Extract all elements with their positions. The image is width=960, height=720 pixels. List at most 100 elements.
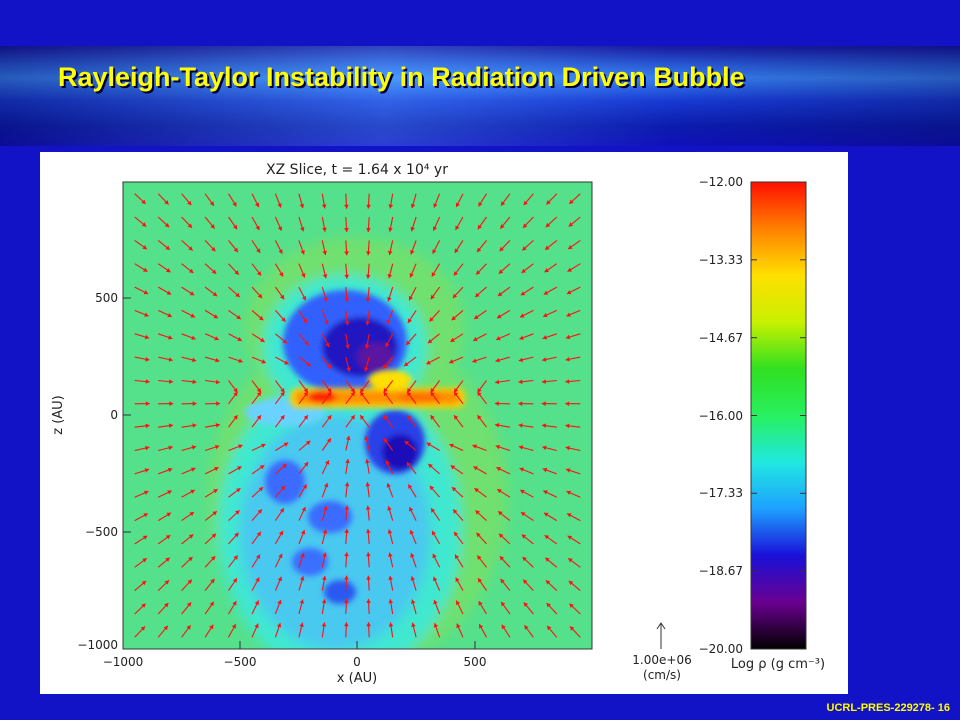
- velocity-arrow-head: [426, 442, 432, 447]
- velocity-arrow-head: [546, 603, 551, 608]
- slide-title: Rayleigh-Taylor Instability in Radiation…: [58, 62, 745, 92]
- colorbar-tick-label: −12.00: [699, 175, 743, 189]
- velocity-arrow-head: [256, 248, 261, 253]
- velocity-arrow-head: [407, 388, 412, 393]
- colorbar-tick-label: −16.00: [699, 409, 743, 423]
- density-field: [123, 182, 592, 649]
- velocity-arrow-head: [192, 379, 197, 385]
- velocity-arrow-head: [236, 315, 241, 320]
- velocity-arrow-head: [233, 247, 238, 253]
- velocity-arrow-head: [565, 379, 570, 384]
- velocity-arrow-head: [187, 200, 192, 206]
- velocity-arrow-head: [283, 442, 289, 447]
- velocity-arrow-head: [455, 225, 460, 230]
- velocity-arrow-head: [366, 599, 371, 603]
- velocity-arrow-head: [145, 401, 150, 406]
- velocity-arrow-head: [543, 490, 548, 495]
- velocity-arrow-head: [145, 445, 150, 451]
- velocity-arrow-head: [344, 575, 349, 580]
- velocity-arrow-head: [454, 388, 459, 393]
- arrow-scale-value: 1.00e+06: [632, 653, 691, 667]
- velocity-arrow-head: [431, 272, 436, 277]
- velocity-arrow-head: [237, 336, 242, 341]
- velocity-arrow-head: [141, 199, 146, 204]
- colorbar-tick-label: −20.00: [699, 642, 743, 656]
- velocity-arrow-head: [498, 269, 504, 274]
- x-tick-label: −500: [224, 655, 257, 669]
- velocity-arrow-head: [143, 267, 148, 272]
- colorbar: [751, 182, 806, 649]
- velocity-arrow-head: [169, 379, 174, 384]
- velocity-arrow-head: [383, 364, 388, 369]
- velocity-arrow-head: [544, 268, 549, 273]
- velocity-arrow-head: [518, 445, 524, 450]
- velocity-arrow-head: [324, 320, 329, 325]
- chart-title: XZ Slice, t = 1.64 x 10⁴ yr: [266, 162, 448, 178]
- velocity-arrow-head: [210, 224, 215, 229]
- velocity-arrow-head: [278, 530, 283, 536]
- velocity-arrow-head: [365, 321, 370, 326]
- velocity-arrow-head: [565, 334, 571, 340]
- velocity-arrow-head: [344, 228, 349, 232]
- velocity-arrow-head: [477, 247, 482, 253]
- velocity-arrow-head: [476, 532, 481, 538]
- velocity-arrow-head: [454, 531, 459, 537]
- axis-ticks: [122, 297, 476, 650]
- velocity-arrow-head: [322, 529, 328, 534]
- velocity-arrow-head: [408, 484, 413, 489]
- y-tick-label: 0: [110, 408, 118, 422]
- velocity-arrow-head: [350, 415, 355, 420]
- velocity-arrow-head: [523, 223, 528, 228]
- velocity-arrow-head: [145, 379, 150, 384]
- velocity-arrow-head: [406, 462, 411, 467]
- velocity-arrow-head: [541, 401, 546, 406]
- velocity-arrow-head: [409, 530, 414, 535]
- velocity-arrow-head: [433, 203, 438, 208]
- velocity-arrow-head: [344, 204, 349, 209]
- velocity-arrow-head: [344, 599, 349, 603]
- velocity-arrow-head: [284, 360, 289, 365]
- velocity-arrow-head: [430, 388, 435, 393]
- velocity-arrow-head: [406, 340, 411, 345]
- velocity-arrow-head: [429, 485, 435, 491]
- velocity-arrow-head: [260, 337, 265, 342]
- velocity-arrow-head: [141, 222, 147, 227]
- velocity-arrow-head: [168, 445, 173, 451]
- velocity-arrow-head: [254, 202, 260, 208]
- velocity-arrow-head: [566, 468, 571, 473]
- velocity-arrow-head: [144, 312, 149, 317]
- velocity-arrow-head: [169, 401, 174, 406]
- velocity-arrow-head: [454, 415, 459, 420]
- velocity-arrow-head: [365, 297, 371, 302]
- velocity-arrow-head: [543, 290, 549, 295]
- velocity-arrow-head: [497, 314, 502, 319]
- y-tick-label: 500: [95, 291, 118, 305]
- velocity-arrow-head: [277, 203, 282, 208]
- velocity-arrow-head: [476, 270, 481, 275]
- figure-panel: XZ Slice, t = 1.64 x 10⁴ yr −1000 −500 0…: [40, 152, 848, 694]
- velocity-arrow-head: [145, 357, 150, 362]
- velocity-arrow-head: [383, 388, 388, 393]
- velocity-arrow-head: [407, 391, 412, 397]
- velocity-arrow-head: [433, 600, 438, 605]
- velocity-arrow-head: [433, 576, 438, 582]
- velocity-arrow-head: [499, 246, 504, 252]
- velocity-arrow-head: [256, 415, 261, 420]
- velocity-arrow-head: [325, 342, 330, 348]
- velocity-arrow-head: [167, 312, 172, 318]
- velocity-arrow-head: [433, 623, 439, 628]
- velocity-arrow-head: [569, 603, 574, 608]
- velocity-arrow-head: [365, 505, 371, 510]
- velocity-arrow-head: [212, 511, 217, 516]
- velocity-arrow-head: [566, 490, 571, 495]
- velocity-arrow-head: [232, 601, 237, 606]
- velocity-arrow-head: [366, 575, 371, 580]
- velocity-arrow-head: [477, 415, 482, 420]
- velocity-arrow-head: [166, 290, 172, 295]
- velocity-arrow-head: [345, 344, 350, 349]
- velocity-arrow-head: [326, 438, 331, 443]
- velocity-arrow-head: [387, 297, 392, 302]
- velocity-arrow-head: [164, 200, 169, 205]
- velocity-arrow-head: [233, 388, 238, 393]
- velocity-arrow-head: [143, 290, 149, 295]
